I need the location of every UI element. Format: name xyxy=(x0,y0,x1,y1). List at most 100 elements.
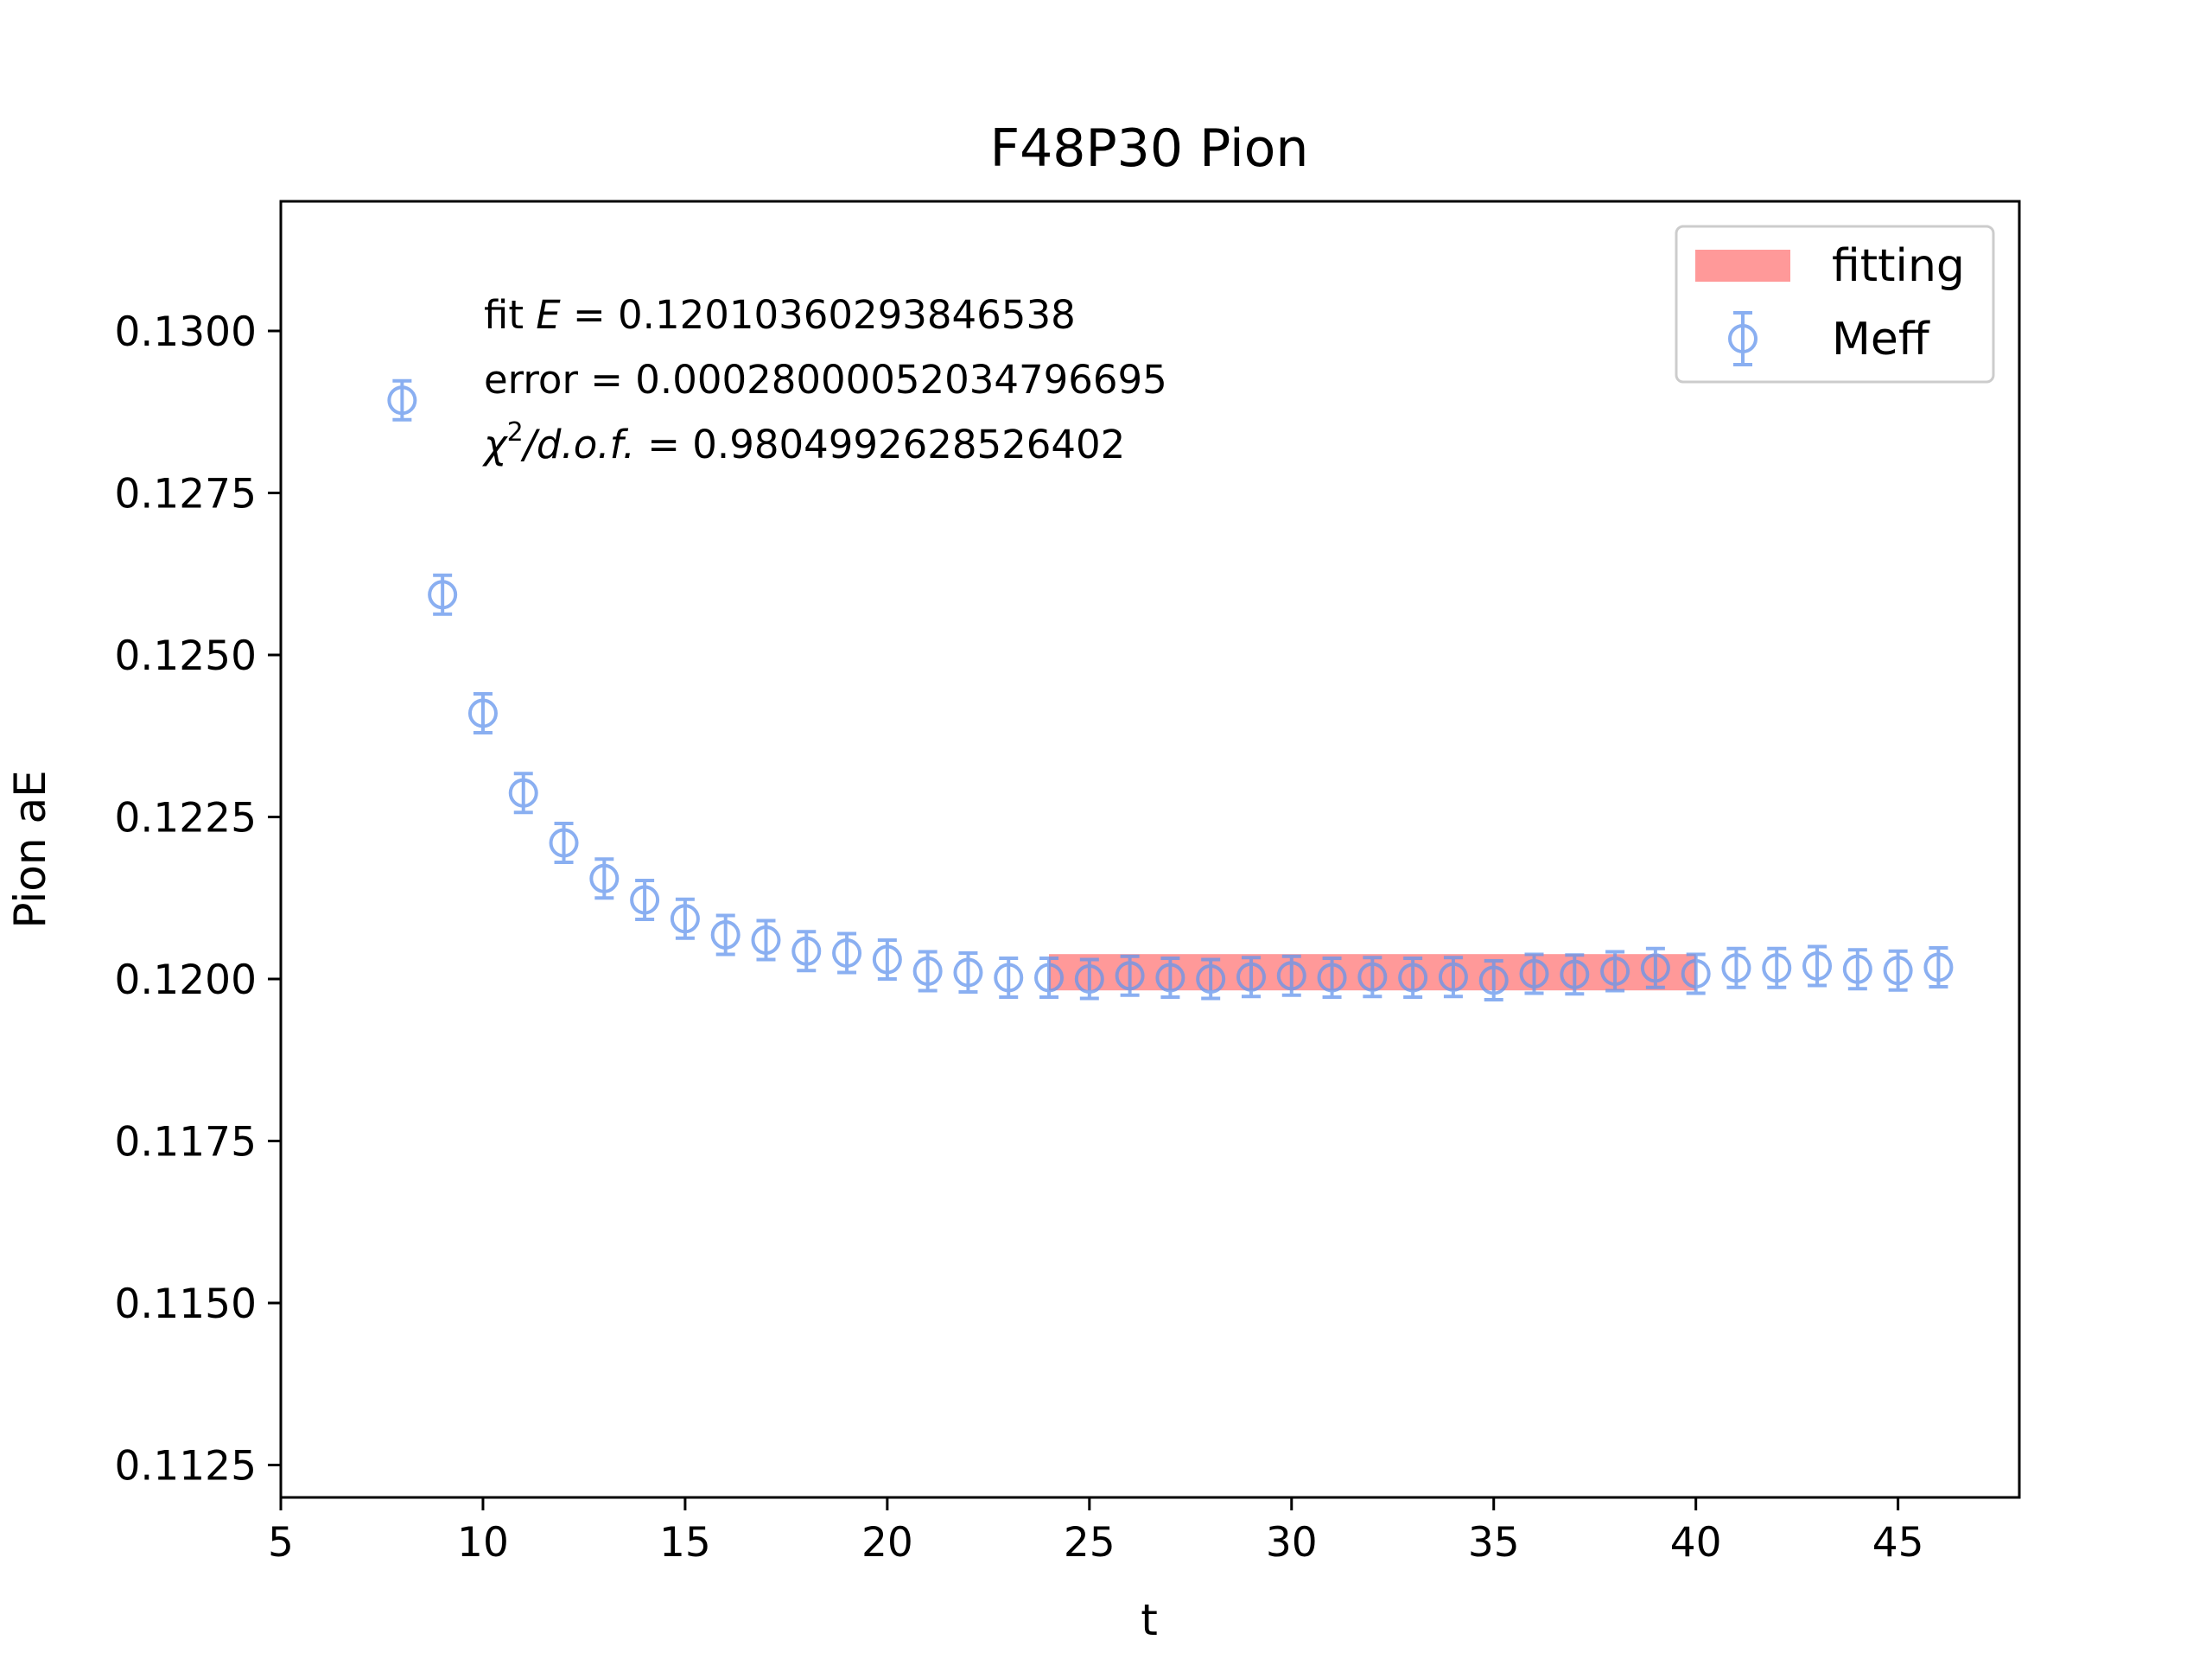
chi-value: = 0.9804992628526402 xyxy=(635,422,1125,467)
x-axis-title: t xyxy=(1141,1595,1158,1645)
meff-marker xyxy=(1721,953,1751,983)
data-point xyxy=(1034,957,1065,999)
y-axis-title: Pion aE xyxy=(5,770,55,928)
x-tick-label: 10 xyxy=(457,1519,509,1567)
legend: fitting Meff xyxy=(1675,225,1995,384)
y-tick-label: 0.1225 xyxy=(115,795,257,842)
fit-annotation: fit E = 0.12010360293846538 error = 0.00… xyxy=(482,292,1167,467)
meff-marker xyxy=(912,957,943,986)
x-axis: 5 10 15 20 25 30 35 40 45 xyxy=(268,1497,1924,1567)
x-tick-label: 30 xyxy=(1266,1519,1318,1567)
data-point xyxy=(1196,957,1226,1001)
meff-marker xyxy=(1196,964,1226,994)
meff-marker xyxy=(630,885,660,915)
meff-marker xyxy=(1802,951,1833,981)
y-tick-label: 0.1250 xyxy=(115,632,257,680)
meff-marker xyxy=(1317,963,1347,993)
data-point xyxy=(912,950,943,993)
fit-energy-value: = 0.12010360293846538 xyxy=(561,292,1076,338)
chi-symbol: χ xyxy=(482,422,508,467)
fit-energy-annotation: fit E = 0.12010360293846538 xyxy=(484,292,1076,338)
data-point xyxy=(1074,957,1104,1001)
meff-marker xyxy=(1074,964,1104,994)
data-point xyxy=(832,931,862,975)
data-point xyxy=(630,879,660,921)
meff-marker xyxy=(1762,953,1792,983)
x-tick-label: 40 xyxy=(1670,1519,1722,1567)
chi-dof: /d.o.f. xyxy=(520,422,635,467)
data-point xyxy=(1155,957,1185,999)
data-point xyxy=(1478,959,1509,1001)
meff-marker xyxy=(791,936,822,966)
fit-energy-symbol: E xyxy=(536,292,561,338)
meff-marker xyxy=(872,944,902,975)
meff-marker xyxy=(1478,965,1509,995)
chart-title: F48P30 Pion xyxy=(990,118,1309,179)
meff-marker xyxy=(428,580,458,610)
data-points-layer xyxy=(387,378,1954,1001)
meff-marker xyxy=(1398,963,1428,993)
y-axis: 0.1125 0.1150 0.1175 0.1200 0.1225 0.1250 0.12… xyxy=(115,308,281,1491)
legend-meff-marker xyxy=(1728,311,1758,366)
meff-marker xyxy=(751,925,781,955)
data-point xyxy=(467,692,498,734)
data-point xyxy=(1600,950,1630,993)
y-tick-label: 0.1200 xyxy=(115,957,257,1004)
data-point xyxy=(428,573,458,616)
meff-marker xyxy=(387,385,417,416)
data-point xyxy=(1276,954,1306,997)
data-point xyxy=(1681,952,1711,995)
y-tick-label: 0.1150 xyxy=(115,1281,257,1328)
meff-marker xyxy=(1842,954,1872,984)
meff-marker xyxy=(508,778,538,808)
data-point xyxy=(1115,954,1145,997)
meff-marker xyxy=(589,863,620,893)
meff-marker xyxy=(1155,963,1185,993)
legend-meff-symbol xyxy=(1728,311,1758,366)
data-point xyxy=(751,918,781,962)
meff-marker xyxy=(1681,959,1711,988)
meff-marker xyxy=(549,828,579,858)
chi-superscript: 2 xyxy=(507,417,524,448)
fit-error-annotation: error = 0.00028000052034796695 xyxy=(484,357,1167,403)
meff-marker xyxy=(710,920,741,950)
meff-marker xyxy=(467,698,498,728)
meff-marker xyxy=(1600,957,1630,986)
data-point xyxy=(710,913,741,957)
data-point xyxy=(1519,952,1549,995)
meff-marker xyxy=(1560,959,1590,989)
data-point xyxy=(1398,957,1428,999)
x-tick-label: 20 xyxy=(861,1519,913,1567)
data-point xyxy=(1236,956,1266,999)
data-point xyxy=(791,930,822,973)
meff-marker xyxy=(1923,952,1954,982)
meff-marker xyxy=(1519,959,1549,988)
y-tick-label: 0.1300 xyxy=(115,308,257,356)
x-tick-label: 5 xyxy=(268,1519,294,1567)
y-tick-label: 0.1175 xyxy=(115,1119,257,1166)
data-point xyxy=(549,822,579,864)
meff-marker xyxy=(832,938,862,968)
x-tick-label: 35 xyxy=(1468,1519,1520,1567)
x-tick-label: 25 xyxy=(1064,1519,1116,1567)
meff-marker xyxy=(670,904,700,934)
legend-fitting-label: fitting xyxy=(1832,240,1965,292)
meff-marker xyxy=(1276,961,1306,991)
data-point xyxy=(670,897,700,940)
data-point xyxy=(508,772,538,815)
y-tick-label: 0.1275 xyxy=(115,471,257,518)
data-point xyxy=(953,951,983,994)
meff-marker xyxy=(1034,963,1065,993)
data-point xyxy=(1721,946,1751,989)
data-point xyxy=(1560,953,1590,996)
chi-squared-annotation: χ2/d.o.f. = 0.9804992628526402 xyxy=(482,417,1125,467)
meff-marker xyxy=(1883,956,1913,986)
x-tick-label: 15 xyxy=(659,1519,711,1567)
fit-energy-prefix: fit xyxy=(484,292,536,338)
data-point xyxy=(1923,946,1954,988)
x-tick-label: 45 xyxy=(1872,1519,1924,1567)
data-point xyxy=(1357,956,1388,999)
meff-marker xyxy=(994,963,1024,993)
meff-marker xyxy=(1236,962,1266,992)
